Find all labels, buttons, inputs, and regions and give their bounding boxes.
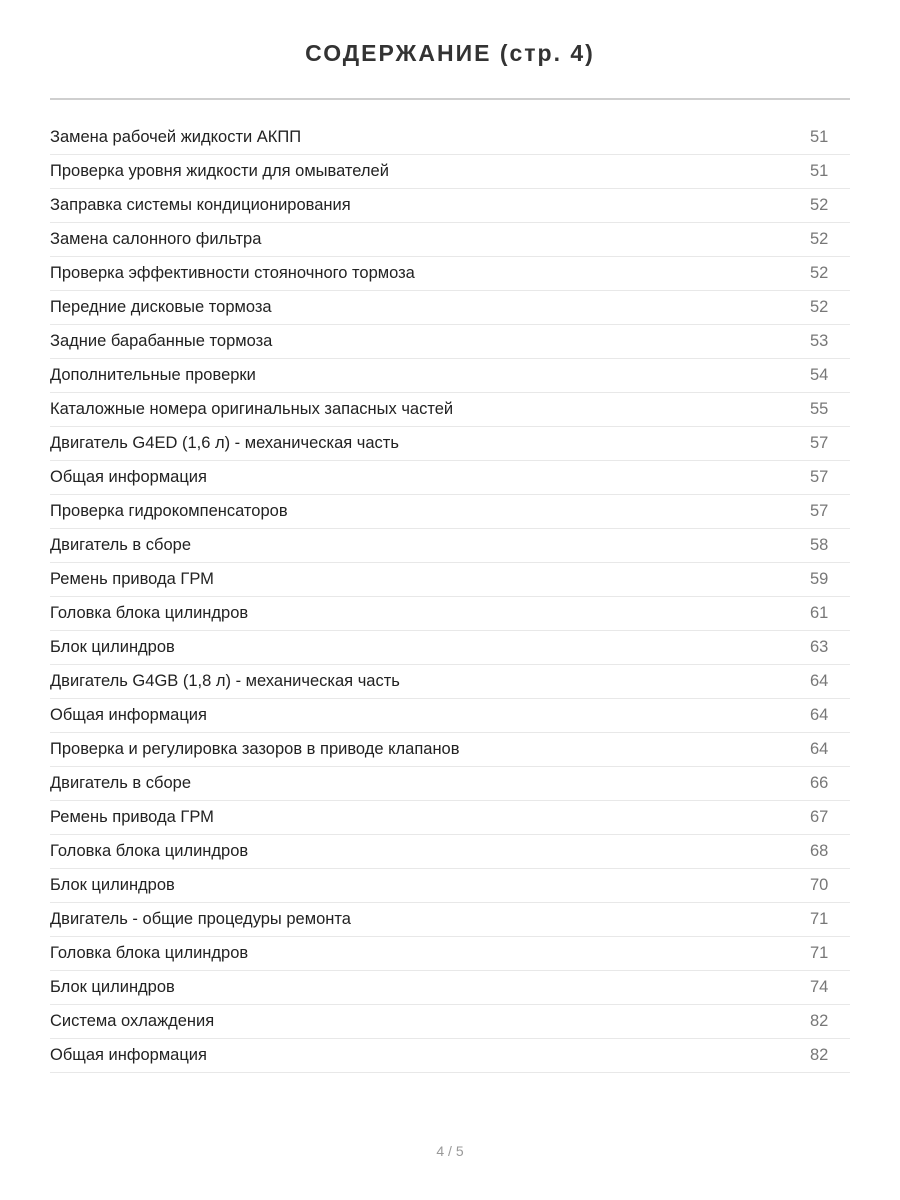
toc-entry[interactable]: Общая информация 82: [50, 1039, 850, 1073]
toc-entry[interactable]: Система охлаждения 82: [50, 1005, 850, 1039]
toc-entry-page: 58: [810, 536, 829, 554]
toc-entry-title: Передние дисковые тормоза: [50, 298, 272, 316]
page-title: СОДЕРЖАНИЕ (стр. 4): [305, 40, 595, 66]
toc-entry-title: Замена рабочей жидкости АКПП: [50, 128, 302, 146]
toc-entry-page: 82: [810, 1046, 829, 1064]
toc-entry-title: Дополнительные проверки: [50, 366, 256, 384]
toc-entry-page: 52: [810, 298, 829, 316]
toc-entry-title: Головка блока цилиндров: [50, 944, 249, 962]
toc-entry[interactable]: Общая информация 64: [50, 699, 850, 733]
title-divider: [50, 98, 850, 100]
toc-entry-title: Ремень привода ГРМ: [50, 808, 214, 826]
toc-entry[interactable]: Двигатель - общие процедуры ремонта 71: [50, 903, 850, 937]
toc-entry-title: Проверка уровня жидкости для омывателей: [50, 162, 389, 180]
toc-entry-page: 67: [810, 808, 829, 826]
toc-entry[interactable]: Замена салонного фильтра 52: [50, 223, 850, 257]
toc-entry-page: 82: [810, 1012, 829, 1030]
toc-entry-title: Замена салонного фильтра: [50, 230, 262, 248]
toc-entry-title: Блок цилиндров: [50, 978, 175, 996]
toc-entry[interactable]: Ремень привода ГРМ 67: [50, 801, 850, 835]
toc-entry[interactable]: Замена рабочей жидкости АКПП 51: [50, 121, 850, 155]
toc-entry-page: 52: [810, 230, 829, 248]
toc-entry-page: 66: [810, 774, 829, 792]
toc-entry[interactable]: Двигатель в сборе 66: [50, 767, 850, 801]
toc-entry-page: 57: [810, 434, 829, 452]
toc-entry[interactable]: Проверка уровня жидкости для омывателей 5…: [50, 155, 850, 189]
toc-entry-page: 63: [810, 638, 829, 656]
page-counter: 4 / 5: [436, 1143, 464, 1159]
toc-entry-page: 64: [810, 740, 829, 758]
toc-entry-title: Общая информация: [50, 706, 207, 724]
toc-entry-title: Блок цилиндров: [50, 638, 175, 656]
toc-entry-title: Головка блока цилиндров: [50, 842, 249, 860]
toc-entry-page: 51: [810, 162, 829, 180]
toc-entry[interactable]: Проверка и регулировка зазоров в приводе…: [50, 733, 850, 767]
toc-entry[interactable]: Дополнительные проверки 54: [50, 359, 850, 393]
toc-entry-page: 74: [810, 978, 829, 996]
toc-entry-title: Двигатель G4GB (1,8 л) - механическая ча…: [50, 672, 400, 690]
toc-entry-page: 52: [810, 196, 829, 214]
toc-entry-page: 64: [810, 672, 829, 690]
toc-entry-title: Задние барабанные тормоза: [50, 332, 273, 350]
toc-entry[interactable]: Проверка эффективности стояночного тормо…: [50, 257, 850, 291]
toc-entry-title: Общая информация: [50, 468, 207, 486]
toc-entry[interactable]: Передние дисковые тормоза 52: [50, 291, 850, 325]
toc-entry-page: 57: [810, 468, 829, 486]
toc-entry-page: 52: [810, 264, 829, 282]
toc-entry-page: 68: [810, 842, 829, 860]
table-of-contents: Замена рабочей жидкости АКПП 51 Проверка у…: [50, 121, 850, 1073]
toc-entry[interactable]: Общая информация 57: [50, 461, 850, 495]
toc-entry-title: Проверка гидрокомпенсаторов: [50, 502, 288, 520]
toc-entry[interactable]: Двигатель G4GB (1,8 л) - механическая ча…: [50, 665, 850, 699]
toc-entry[interactable]: Двигатель в сборе 58: [50, 529, 850, 563]
toc-entry[interactable]: Двигатель G4ED (1,6 л) - механическая ча…: [50, 427, 850, 461]
toc-entry-page: 54: [810, 366, 829, 384]
toc-entry[interactable]: Ремень привода ГРМ 59: [50, 563, 850, 597]
toc-entry-title: Заправка системы кондиционирования: [50, 196, 351, 214]
toc-entry-page: 64: [810, 706, 829, 724]
toc-entry-page: 59: [810, 570, 829, 588]
toc-entry[interactable]: Каталожные номера оригинальных запасных …: [50, 393, 850, 427]
toc-entry[interactable]: Головка блока цилиндров 71: [50, 937, 850, 971]
toc-entry-title: Головка блока цилиндров: [50, 604, 249, 622]
toc-entry-page: 61: [810, 604, 829, 622]
toc-entry-page: 71: [810, 944, 829, 962]
toc-entry[interactable]: Заправка системы кондиционирования 52: [50, 189, 850, 223]
toc-entry-title: Проверка и регулировка зазоров в приводе…: [50, 740, 460, 758]
toc-entry[interactable]: Головка блока цилиндров 68: [50, 835, 850, 869]
toc-entry-title: Каталожные номера оригинальных запасных …: [50, 400, 454, 418]
toc-entry[interactable]: Головка блока цилиндров 61: [50, 597, 850, 631]
toc-entry-title: Двигатель в сборе: [50, 536, 192, 554]
toc-entry-title: Блок цилиндров: [50, 876, 175, 894]
toc-entry-page: 55: [810, 400, 829, 418]
toc-entry-page: 51: [810, 128, 829, 146]
toc-entry[interactable]: Блок цилиндров 74: [50, 971, 850, 1005]
toc-entry-title: Двигатель в сборе: [50, 774, 192, 792]
toc-entry[interactable]: Блок цилиндров 63: [50, 631, 850, 665]
toc-entry-title: Двигатель - общие процедуры ремонта: [50, 910, 351, 928]
toc-entry-page: 70: [810, 876, 829, 894]
toc-entry-title: Проверка эффективности стояночного тормо…: [50, 264, 415, 282]
toc-entry[interactable]: Проверка гидрокомпенсаторов 57: [50, 495, 850, 529]
toc-entry-page: 53: [810, 332, 829, 350]
toc-entry[interactable]: Блок цилиндров 70: [50, 869, 850, 903]
toc-entry-title: Ремень привода ГРМ: [50, 570, 214, 588]
toc-entry-title: Двигатель G4ED (1,6 л) - механическая ча…: [50, 434, 399, 452]
toc-entry-title: Система охлаждения: [50, 1012, 215, 1030]
toc-entry-page: 57: [810, 502, 829, 520]
toc-entry-title: Общая информация: [50, 1046, 207, 1064]
toc-entry-page: 71: [810, 910, 829, 928]
toc-entry[interactable]: Задние барабанные тормоза 53: [50, 325, 850, 359]
